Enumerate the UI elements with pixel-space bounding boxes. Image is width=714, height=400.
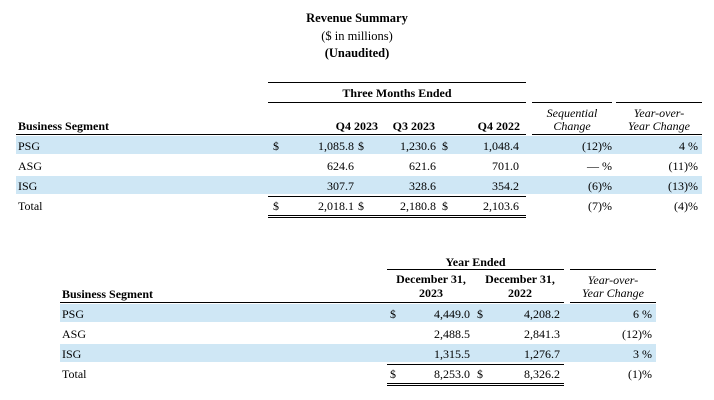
value-dec-2023: 1,315.5: [434, 347, 470, 361]
col-dec-2023: December 31, 2023: [387, 272, 475, 300]
dollar-sign: $: [273, 139, 279, 153]
col-dec-2022-line2: 2022: [508, 286, 532, 300]
value-q4-2023: 1,085.8: [318, 139, 354, 153]
value-annual-yoy: (12)%: [622, 327, 652, 341]
total-top-rule: [268, 196, 526, 197]
value-dec-2023: 2,488.5: [434, 327, 470, 341]
report-title: Revenue Summary: [306, 11, 408, 25]
value-yoy-change: (13)%: [668, 179, 698, 193]
value-dec-2023: 4,449.0: [434, 307, 470, 321]
value-annual-yoy: 3 %: [633, 347, 652, 361]
report-units: ($ in millions): [321, 29, 393, 43]
segment-label: ISG: [18, 179, 38, 193]
col-q4-2023: Q4 2023: [335, 119, 378, 133]
col-dec-2023-line2: 2023: [419, 286, 443, 300]
value-yoy-change: (4)%: [674, 199, 698, 213]
value-dec-2022: 8,326.2: [524, 367, 560, 381]
seq-header-line1: Sequential: [546, 106, 598, 120]
annual-segment-label: ISG: [62, 347, 82, 361]
yoy-top-rule: [616, 102, 702, 103]
three-months-header: Three Months Ended: [342, 86, 452, 100]
segment-label: PSG: [18, 139, 41, 153]
annual-band-psg: [60, 304, 656, 322]
value-q4-2022: 354.2: [492, 179, 519, 193]
total-bottom-rule-2: [268, 217, 526, 218]
segment-label: ASG: [18, 159, 43, 173]
value-dec-2022: 4,208.2: [524, 307, 560, 321]
value-q4-2023: 624.6: [327, 159, 354, 173]
seq-top-rule: [532, 102, 612, 103]
business-segment-header: Business Segment: [18, 119, 110, 133]
value-dec-2023: 8,253.0: [434, 367, 470, 381]
annual-segment-label: Total: [62, 367, 87, 381]
dollar-sign: $: [442, 139, 448, 153]
annual-total-bottom-rule-1: [387, 383, 564, 384]
value-seq-change: (7)%: [588, 199, 612, 213]
annual-segment-label: ASG: [62, 327, 87, 341]
header-rule: [16, 134, 526, 135]
dollar-sign: $: [390, 367, 396, 381]
yoy-change-header: Year-over- Year Change: [616, 107, 702, 133]
dollar-sign: $: [477, 307, 483, 321]
value-seq-change: — %: [587, 159, 612, 173]
dollar-sign: $: [358, 199, 364, 213]
value-yoy-change: (11)%: [668, 159, 698, 173]
col-dec-2022: December 31, 2022: [476, 272, 564, 300]
value-q4-2022: 1,048.4: [483, 139, 519, 153]
value-q3-2023: 621.6: [409, 159, 436, 173]
annual-yoy-header: Year-over- Year Change: [570, 274, 656, 300]
col-dec-2023-line1: December 31,: [396, 272, 466, 286]
dollar-sign: $: [442, 199, 448, 213]
value-dec-2022: 2,841.3: [524, 327, 560, 341]
dollar-sign: $: [273, 199, 279, 213]
value-dec-2022: 1,276.7: [524, 347, 560, 361]
annual-header-rule-right: [570, 302, 656, 303]
value-yoy-change: 4 %: [679, 139, 698, 153]
value-annual-yoy: 6 %: [633, 307, 652, 321]
row-band-psg: [16, 136, 702, 154]
value-annual-yoy: (1)%: [628, 367, 652, 381]
annual-band-isg: [60, 344, 656, 362]
row-band-isg: [16, 176, 702, 194]
value-seq-change: (6)%: [588, 179, 612, 193]
value-q3-2023: 328.6: [409, 179, 436, 193]
value-q4-2022: 701.0: [492, 159, 519, 173]
dollar-sign: $: [477, 367, 483, 381]
annual-segment-label: PSG: [62, 307, 85, 321]
total-bottom-rule-1: [268, 215, 526, 216]
annual-total-bottom-rule-2: [387, 385, 564, 386]
annual-segment-header: Business Segment: [62, 287, 154, 301]
dollar-sign: $: [390, 307, 396, 321]
group-top-rule: [268, 82, 526, 83]
header-rule-right: [532, 134, 702, 135]
value-q4-2022: 2,103.6: [483, 199, 519, 213]
yoy-header-line2: Year Change: [628, 119, 690, 133]
report-audit-note: (Unaudited): [324, 46, 390, 60]
seq-change-header: Sequential Change: [532, 107, 612, 133]
value-q3-2023: 1,230.6: [400, 139, 436, 153]
annual-header-rule: [60, 302, 564, 303]
col-dec-2022-line1: December 31,: [485, 272, 555, 286]
seq-header-line2: Change: [553, 119, 591, 133]
annual-group-rule: [387, 269, 564, 270]
segment-label: Total: [18, 199, 43, 213]
group-bottom-rule: [268, 102, 526, 103]
yoy-header-line1: Year-over-: [633, 106, 685, 120]
dollar-sign: $: [358, 139, 364, 153]
value-q3-2023: 2,180.8: [400, 199, 436, 213]
col-q3-2023: Q3 2023: [392, 119, 435, 133]
annual-yoy-line1: Year-over-: [587, 273, 639, 287]
value-seq-change: (12)%: [582, 139, 612, 153]
annual-total-top-rule: [387, 364, 564, 365]
annual-yoy-line2: Year Change: [582, 286, 644, 300]
value-q4-2023: 307.7: [327, 179, 354, 193]
annual-yoy-top-rule: [570, 269, 656, 270]
year-ended-header: Year Ended: [445, 255, 506, 269]
col-q4-2022: Q4 2022: [477, 119, 520, 133]
value-q4-2023: 2,018.1: [318, 199, 354, 213]
